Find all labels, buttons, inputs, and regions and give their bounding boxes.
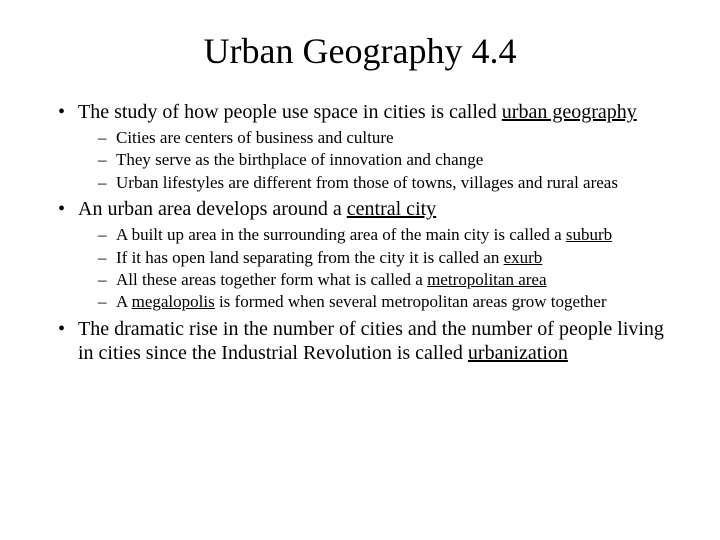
bullet-2-sublist: A built up area in the surrounding area …: [78, 225, 670, 313]
bullet-2-sub-3-pre: All these areas together form what is ca…: [116, 270, 427, 289]
bullet-2-sub-2: If it has open land separating from the …: [98, 248, 670, 268]
bullet-list: The study of how people use space in cit…: [50, 100, 670, 365]
bullet-2-sub-4-post: is formed when several metropolitan area…: [215, 292, 607, 311]
slide-title: Urban Geography 4.4: [50, 30, 670, 72]
bullet-1: The study of how people use space in cit…: [50, 100, 670, 193]
bullet-3-underlined: urbanization: [468, 342, 568, 364]
bullet-2-sub-3-u: metropolitan area: [427, 270, 546, 289]
bullet-2-underlined: central city: [347, 198, 436, 220]
bullet-2-sub-1-pre: A built up area in the surrounding area …: [116, 225, 566, 244]
bullet-1-underlined: urban geography: [502, 101, 637, 123]
bullet-2-text-pre: An urban area develops around a: [78, 198, 347, 220]
bullet-3-text-pre: The dramatic rise in the number of citie…: [78, 318, 664, 364]
bullet-3: The dramatic rise in the number of citie…: [50, 317, 670, 365]
bullet-2-sub-1-u: suburb: [566, 225, 612, 244]
bullet-2-sub-3: All these areas together form what is ca…: [98, 270, 670, 290]
bullet-2-sub-4: A megalopolis is formed when several met…: [98, 292, 670, 312]
bullet-1-text-pre: The study of how people use space in cit…: [78, 101, 502, 123]
bullet-2-sub-2-u: exurb: [504, 248, 543, 267]
bullet-1-sub-2: They serve as the birthplace of innovati…: [98, 150, 670, 170]
bullet-2-sub-4-pre: A: [116, 292, 132, 311]
bullet-1-sublist: Cities are centers of business and cultu…: [78, 128, 670, 193]
bullet-1-sub-1: Cities are centers of business and cultu…: [98, 128, 670, 148]
bullet-2-sub-1: A built up area in the surrounding area …: [98, 225, 670, 245]
bullet-2-sub-2-pre: If it has open land separating from the …: [116, 248, 504, 267]
bullet-2-sub-4-u: megalopolis: [132, 292, 215, 311]
bullet-1-sub-3: Urban lifestyles are different from thos…: [98, 173, 670, 193]
bullet-2: An urban area develops around a central …: [50, 197, 670, 313]
